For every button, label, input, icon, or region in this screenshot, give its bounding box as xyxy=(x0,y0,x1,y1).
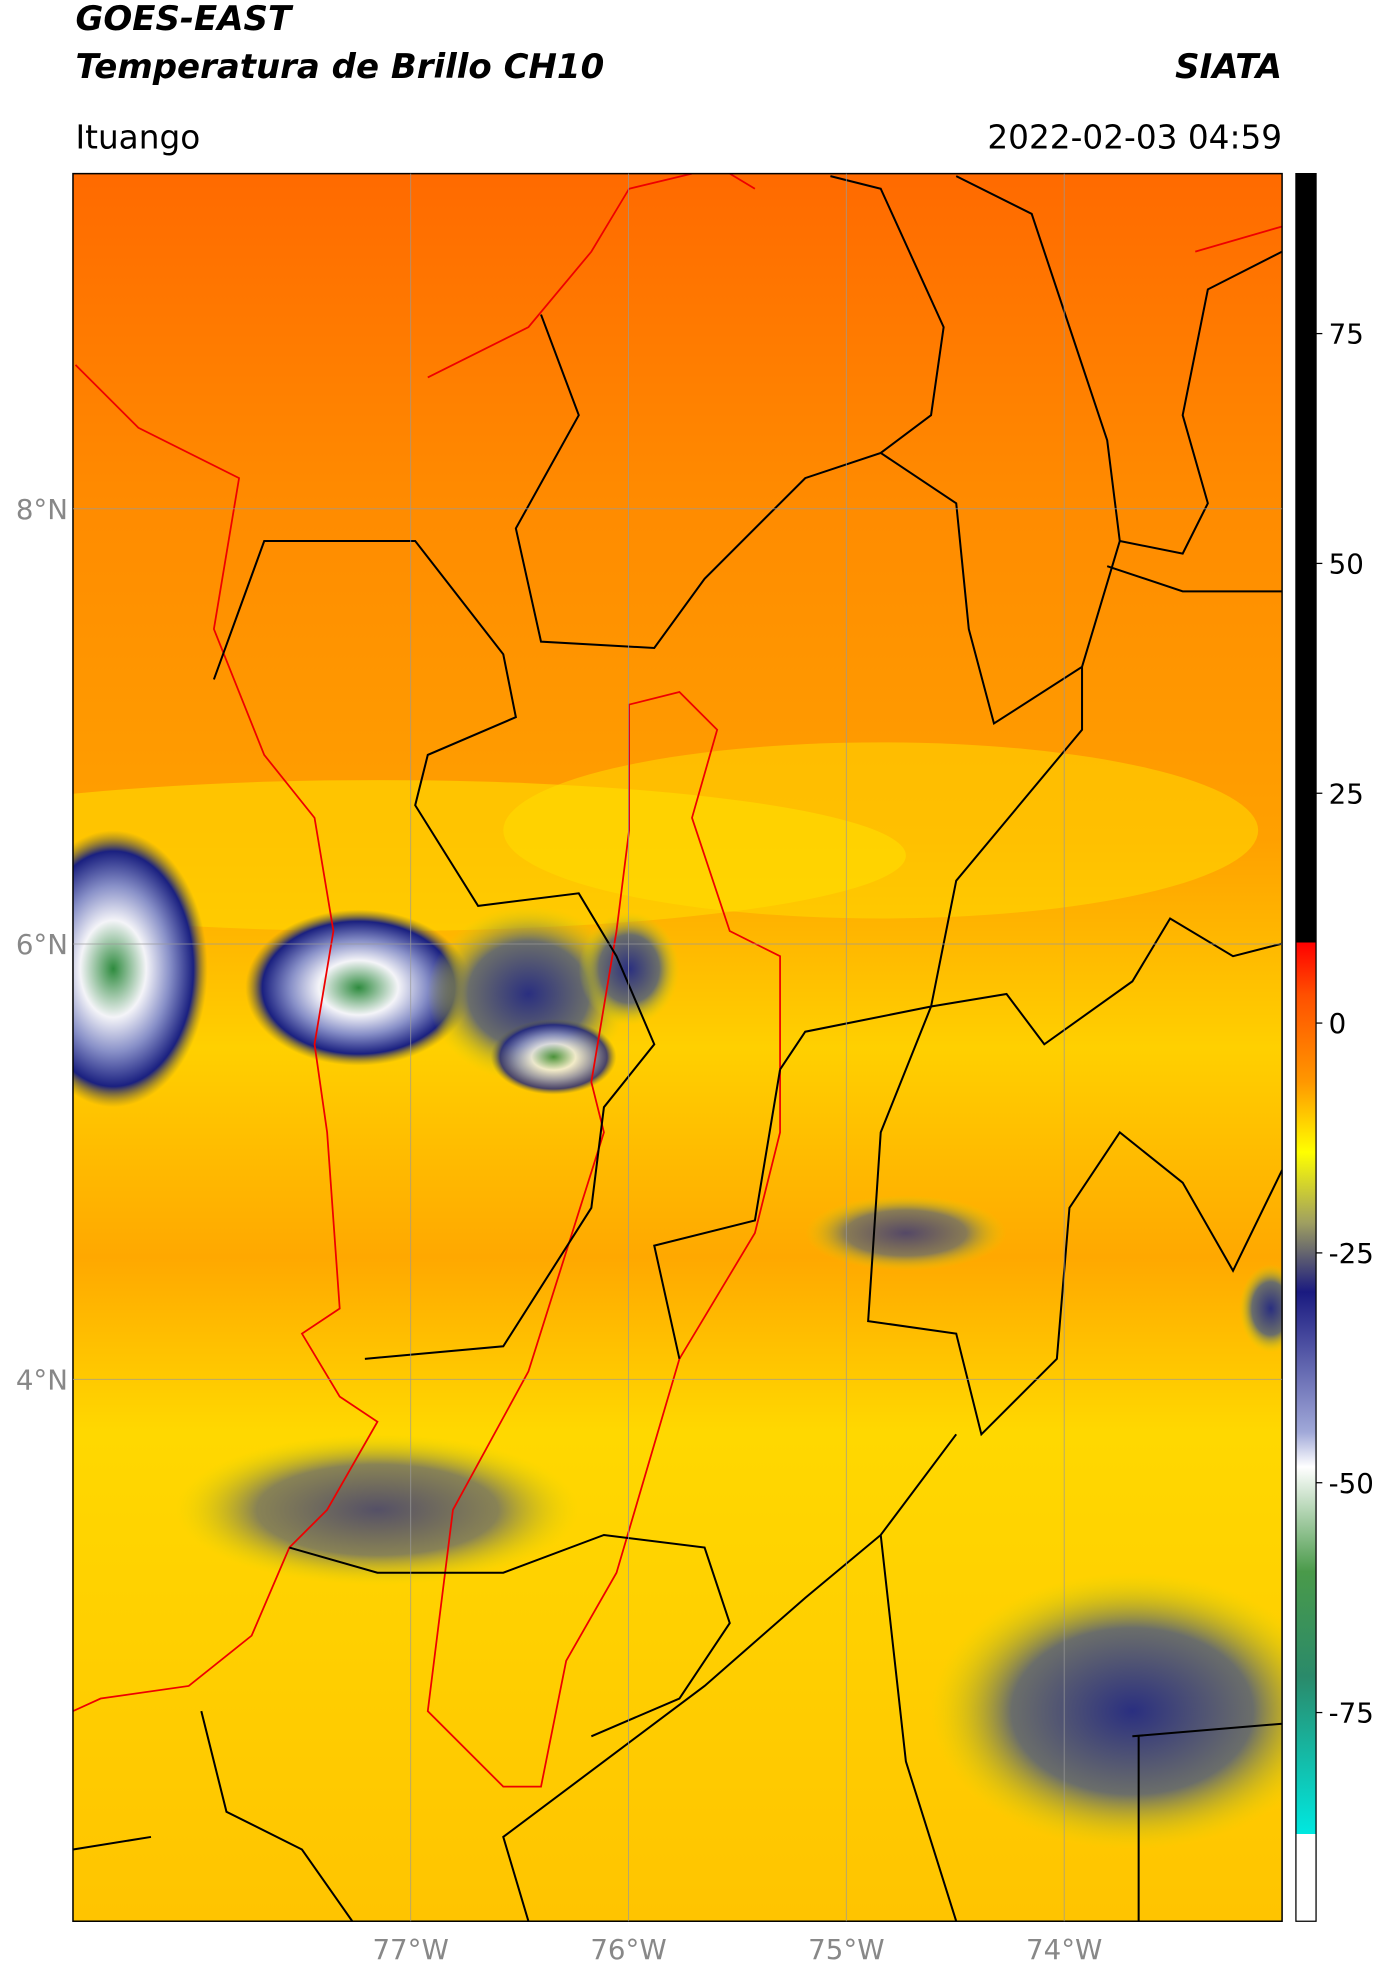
timestamp: 2022-02-03 04:59 xyxy=(987,118,1282,156)
source: SIATA xyxy=(1175,47,1282,87)
map-frame xyxy=(72,172,1283,1922)
colorbar-tick-label: 25 xyxy=(1329,777,1364,810)
colorbar-tick-label: 0 xyxy=(1329,1007,1347,1040)
x-tick-label: 74°W xyxy=(1026,1933,1102,1966)
colorbar-tick-label: 75 xyxy=(1329,318,1364,351)
location: Ituango xyxy=(75,118,200,156)
x-tick-label: 77°W xyxy=(372,1933,448,1966)
y-tick-label: 4°N xyxy=(16,1363,68,1396)
colorbar-tick-label: -75 xyxy=(1329,1697,1374,1730)
y-tick-label: 6°N xyxy=(16,928,68,961)
y-tick-label: 8°N xyxy=(16,493,68,526)
map-image xyxy=(72,173,1283,1922)
x-tick-label: 76°W xyxy=(590,1933,666,1966)
subtitle: Temperatura de Brillo CH10 xyxy=(75,47,604,87)
title: GOES-EAST xyxy=(75,0,293,39)
x-tick-label: 75°W xyxy=(808,1933,884,1966)
colorbar-tick-label: 50 xyxy=(1329,547,1364,580)
colorbar-tick-label: -25 xyxy=(1329,1237,1374,1270)
colorbar-tick-label: -50 xyxy=(1329,1467,1374,1500)
colorbar xyxy=(1295,172,1317,1922)
